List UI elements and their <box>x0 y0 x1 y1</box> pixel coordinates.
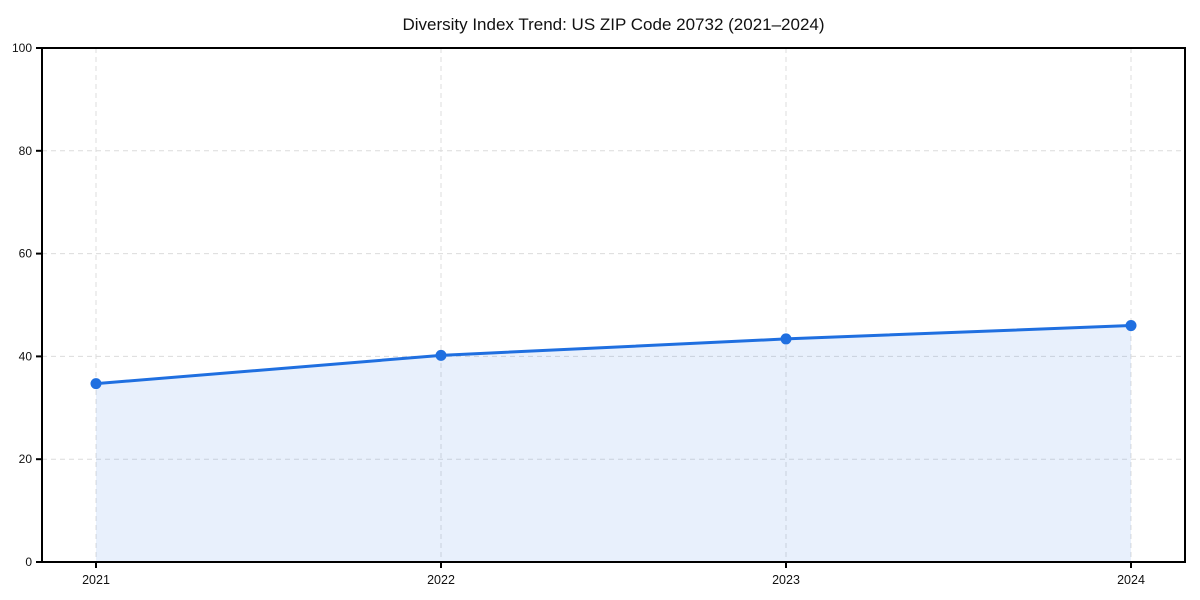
x-tick-label: 2022 <box>427 573 455 587</box>
data-point-2021 <box>90 378 102 390</box>
trend-line <box>94 324 1133 386</box>
data-point-2022 <box>435 349 447 361</box>
y-tick-label: 80 <box>19 144 33 158</box>
x-tick-label: 2024 <box>1117 573 1145 587</box>
y-tick-label: 0 <box>25 555 32 569</box>
y-tick-label: 60 <box>19 247 33 261</box>
y-tick-label: 20 <box>19 452 33 466</box>
data-point-2023 <box>780 333 792 345</box>
data-point-2024 <box>1125 320 1137 332</box>
chart-title: Diversity Index Trend: US ZIP Code 20732… <box>402 15 825 34</box>
y-tick-label: 40 <box>19 349 33 363</box>
x-tick-label: 2023 <box>772 573 800 587</box>
x-tick-label: 2021 <box>82 573 110 587</box>
area-fill <box>96 325 1131 562</box>
plot-border <box>41 47 1186 563</box>
y-tick-label: 100 <box>12 41 32 55</box>
